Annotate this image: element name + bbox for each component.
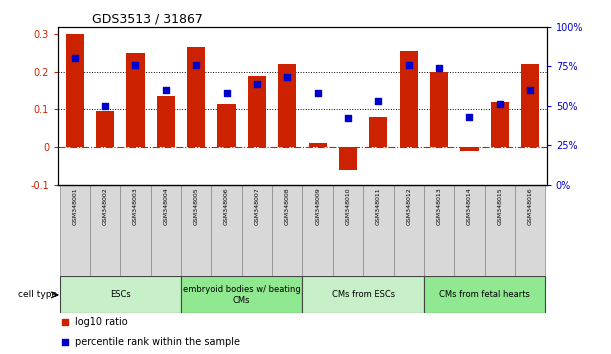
Text: GSM348003: GSM348003 xyxy=(133,187,138,225)
Bar xyxy=(126,53,145,147)
Text: GSM348001: GSM348001 xyxy=(72,187,77,225)
Bar xyxy=(218,104,236,147)
Bar xyxy=(485,184,515,276)
Point xyxy=(282,74,292,80)
Point xyxy=(70,56,79,61)
Text: GSM348016: GSM348016 xyxy=(528,187,533,225)
Text: cell type: cell type xyxy=(18,290,57,299)
Point xyxy=(161,87,170,93)
Text: GDS3513 / 31867: GDS3513 / 31867 xyxy=(92,12,203,25)
Text: embryoid bodies w/ beating
CMs: embryoid bodies w/ beating CMs xyxy=(183,285,301,304)
Point xyxy=(313,90,323,96)
Point xyxy=(60,319,70,324)
Text: GSM348008: GSM348008 xyxy=(285,187,290,225)
Bar xyxy=(460,147,478,151)
Bar xyxy=(151,184,181,276)
Text: log10 ratio: log10 ratio xyxy=(75,316,128,326)
Text: GSM348009: GSM348009 xyxy=(315,187,320,225)
Bar xyxy=(302,184,333,276)
Text: GSM348007: GSM348007 xyxy=(254,187,260,225)
Bar xyxy=(454,184,485,276)
Bar xyxy=(424,184,454,276)
Bar xyxy=(393,184,424,276)
Text: GSM348004: GSM348004 xyxy=(163,187,168,225)
Bar xyxy=(65,34,84,147)
Bar xyxy=(181,276,302,313)
Bar xyxy=(59,276,181,313)
Bar xyxy=(363,184,393,276)
Point xyxy=(464,114,474,120)
Bar xyxy=(400,51,418,147)
Point xyxy=(434,65,444,70)
Bar xyxy=(96,111,114,147)
Bar xyxy=(181,184,211,276)
Bar xyxy=(309,143,327,147)
Point xyxy=(131,62,141,67)
Bar xyxy=(491,102,509,147)
Text: GSM348005: GSM348005 xyxy=(194,187,199,225)
Bar xyxy=(278,64,296,147)
Point xyxy=(252,81,262,86)
Point xyxy=(60,339,70,345)
Text: GSM348010: GSM348010 xyxy=(345,187,351,225)
Point xyxy=(343,115,353,121)
Text: GSM348012: GSM348012 xyxy=(406,187,411,225)
Text: GSM348002: GSM348002 xyxy=(103,187,108,225)
Point xyxy=(191,62,201,67)
Text: CMs from ESCs: CMs from ESCs xyxy=(332,290,395,299)
Bar xyxy=(120,184,151,276)
Text: CMs from fetal hearts: CMs from fetal hearts xyxy=(439,290,530,299)
Bar xyxy=(242,184,272,276)
Point xyxy=(222,90,232,96)
Bar xyxy=(272,184,302,276)
Bar xyxy=(369,117,387,147)
Bar xyxy=(156,96,175,147)
Bar xyxy=(424,276,546,313)
Bar xyxy=(521,64,540,147)
Text: GSM348013: GSM348013 xyxy=(437,187,442,225)
Bar xyxy=(302,276,424,313)
Bar xyxy=(187,47,205,147)
Bar xyxy=(248,75,266,147)
Bar xyxy=(430,72,448,147)
Text: percentile rank within the sample: percentile rank within the sample xyxy=(75,337,240,347)
Text: GSM348006: GSM348006 xyxy=(224,187,229,225)
Text: GSM348015: GSM348015 xyxy=(497,187,502,225)
Text: GSM348011: GSM348011 xyxy=(376,187,381,225)
Bar xyxy=(90,184,120,276)
Point xyxy=(495,101,505,107)
Point xyxy=(404,62,414,67)
Bar xyxy=(59,184,90,276)
Point xyxy=(373,98,383,104)
Bar xyxy=(339,147,357,170)
Point xyxy=(525,87,535,93)
Bar xyxy=(333,184,363,276)
Point xyxy=(100,103,110,108)
Bar xyxy=(515,184,546,276)
Text: GSM348014: GSM348014 xyxy=(467,187,472,225)
Bar xyxy=(211,184,242,276)
Text: ESCs: ESCs xyxy=(110,290,131,299)
